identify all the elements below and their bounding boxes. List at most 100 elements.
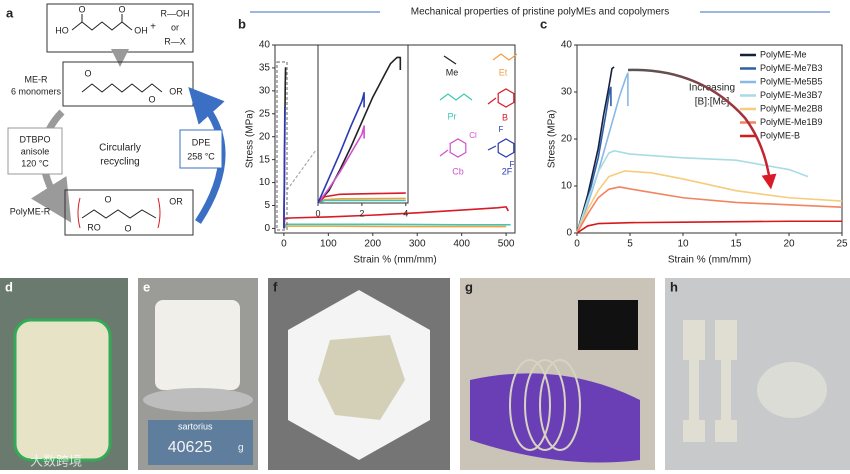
atom: O (104, 194, 111, 204)
panel-label: c (540, 16, 547, 31)
figure-title: Mechanical properties of pristine polyME… (411, 7, 669, 18)
legend-label: 2F (502, 166, 513, 176)
x-tick-label: 0 (281, 239, 287, 250)
display (148, 420, 253, 465)
x-tick-label: 2 (359, 208, 364, 218)
x-tick-label: 500 (498, 239, 515, 250)
photos: sartorius 40625 g (0, 278, 850, 470)
panel-label: a (6, 5, 14, 20)
dogbone (683, 320, 705, 442)
x-axis-title: Strain % (mm/mm) (353, 255, 436, 266)
bands (509, 359, 581, 451)
condition: 258 °C (187, 151, 215, 161)
y-tick-label: 15 (259, 154, 271, 165)
series-line (317, 92, 365, 204)
watermark: 大数跨境 (30, 453, 82, 468)
x-tick-label: 5 (627, 239, 633, 250)
series-line (576, 72, 629, 234)
box (62, 61, 194, 107)
y-tick-label: 30 (259, 85, 271, 96)
y-tick-label: 35 (259, 63, 271, 74)
panel-label: e (143, 279, 150, 294)
y-tick-label: 20 (259, 131, 271, 142)
series-line (317, 125, 365, 204)
panel-label: f (273, 279, 278, 294)
atom: OR (169, 86, 183, 96)
atom: RO (87, 222, 101, 232)
legend-label: PolyME-Me7B3 (760, 63, 823, 73)
panel-label: d (5, 279, 13, 294)
atom: F (499, 125, 504, 134)
atom: O (84, 68, 91, 78)
plot-frame (317, 44, 409, 204)
y-axis-title: Stress (MPa) (245, 110, 256, 168)
bracket (77, 197, 161, 229)
x-tick-label: 20 (783, 239, 795, 250)
legend-label: PolyME-Me2B8 (760, 103, 823, 113)
reactor (13, 318, 112, 462)
legend-label: PolyME-Me5B5 (760, 76, 823, 86)
y-tick-label: 0 (566, 228, 572, 239)
zoom-box (276, 61, 288, 231)
scheme: a HO O O OH + R—OH or R—X O O OR ME-R 6 … (6, 3, 226, 236)
y-tick-label: 5 (264, 200, 270, 211)
reagent: R—X (164, 36, 186, 46)
panel-label: b (238, 16, 246, 31)
legend-label: PolyME-B (760, 130, 800, 140)
atom: O (118, 4, 125, 14)
figurine (757, 362, 827, 418)
plot-frame (576, 44, 843, 234)
atom: OR (169, 196, 183, 206)
label: 6 monomers (11, 86, 62, 96)
series-line (317, 199, 406, 204)
structure (439, 149, 449, 157)
flakes (318, 335, 405, 420)
y-tick-label: 10 (561, 181, 573, 192)
structure (443, 55, 457, 65)
structure (487, 97, 497, 105)
legend-label: Pr (448, 111, 457, 121)
series-line (576, 170, 843, 234)
jar (155, 300, 240, 390)
legend-label: PolyME-Me1B9 (760, 117, 823, 127)
y-tick-label: 40 (259, 40, 271, 51)
x-tick-label: 15 (730, 239, 742, 250)
series-line (283, 206, 510, 229)
x-tick-label: 0 (574, 239, 580, 250)
y-tick-label: 30 (561, 87, 573, 98)
atom: Cl (469, 131, 477, 140)
series-line (576, 186, 843, 234)
pan (143, 388, 253, 412)
atom: OH (134, 25, 148, 35)
x-tick-label: 25 (836, 239, 848, 250)
x-axis-title: Strain % (mm/mm) (668, 255, 751, 266)
atom: F (510, 160, 515, 169)
legend-label: Cb (452, 166, 464, 176)
structure (439, 93, 473, 101)
box (64, 189, 194, 236)
series-line (283, 223, 511, 229)
bond (71, 21, 133, 31)
annotation-arrow (627, 68, 777, 190)
glove (470, 373, 640, 463)
series-line (576, 66, 615, 234)
reading: 40625 (168, 439, 213, 456)
inset-photo (578, 300, 638, 350)
condition: anisole (21, 146, 50, 156)
atom: O (78, 4, 85, 14)
annotation: [B]:[Me] (695, 97, 730, 108)
plus: + (150, 22, 156, 33)
y-tick-label: 0 (264, 223, 270, 234)
legend-label: PolyME-Me (760, 49, 807, 59)
x-tick-label: 100 (320, 239, 337, 250)
unit: g (238, 443, 244, 454)
y-tick-label: 25 (259, 108, 271, 119)
box (179, 129, 223, 169)
y-tick-label: 10 (259, 177, 271, 188)
x-tick-label: 400 (453, 239, 470, 250)
atom: HO (55, 25, 69, 35)
brand: sartorius (178, 421, 213, 431)
series-line (576, 220, 842, 234)
label: PolyME-R (10, 206, 51, 216)
structure (487, 145, 497, 151)
